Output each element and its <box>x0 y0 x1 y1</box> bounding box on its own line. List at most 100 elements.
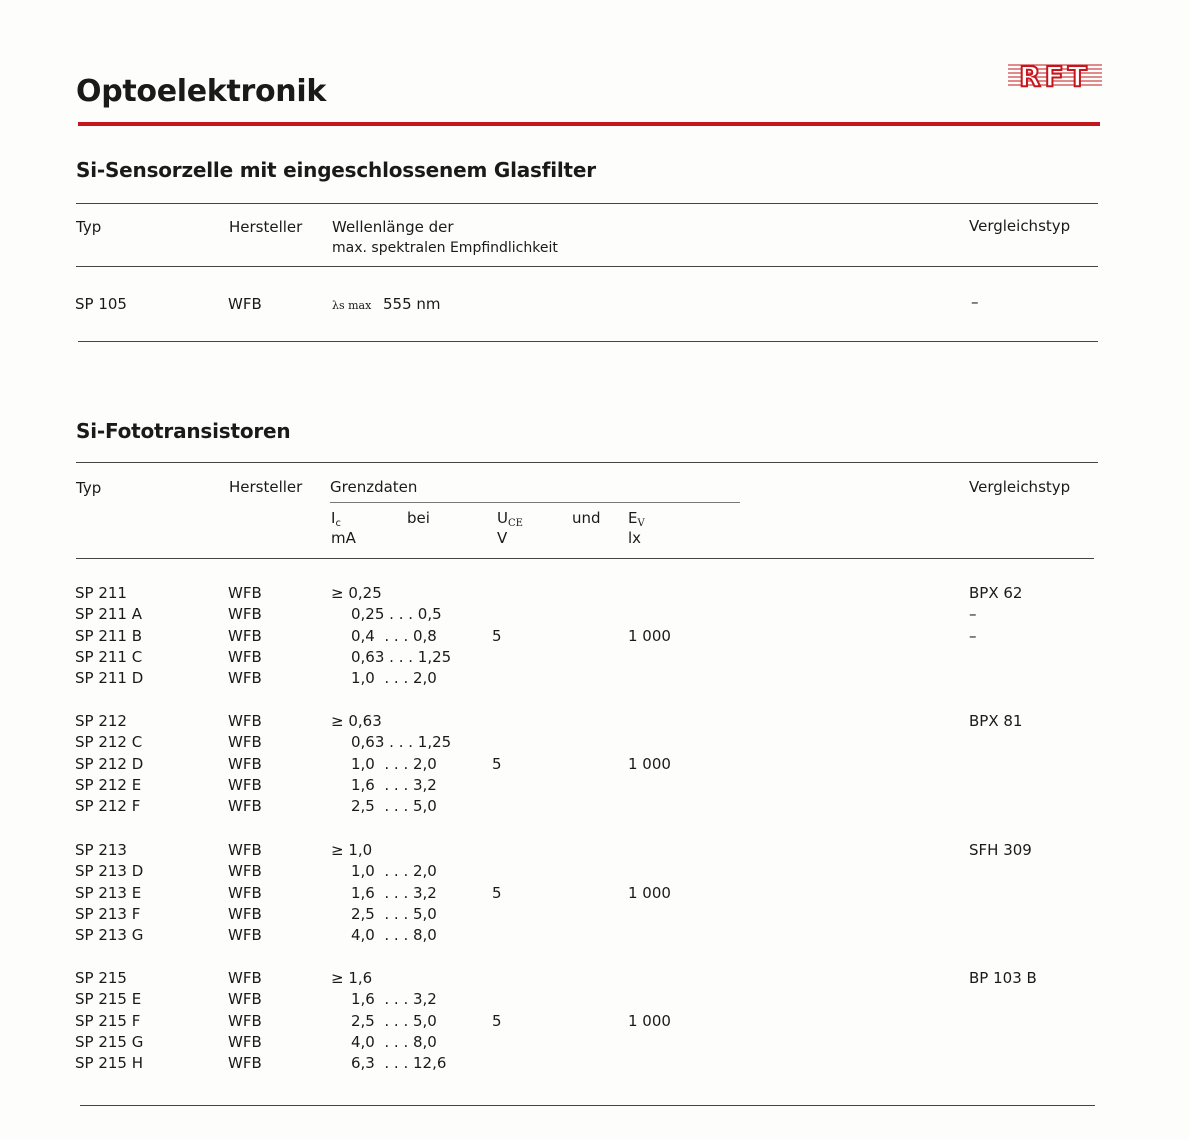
cell-ic: 1,0 . . . 2,0 <box>351 669 437 687</box>
cell-ic: 1,0 . . . 2,0 <box>351 862 437 880</box>
divider <box>76 558 1094 559</box>
cell-hersteller: WFB <box>228 884 262 902</box>
header-typ: Typ <box>76 218 102 236</box>
title-divider <box>78 122 1100 126</box>
rft-logo: RFT <box>1008 60 1102 90</box>
cell-ic: 0,4 . . . 0,8 <box>351 627 437 645</box>
header-ic-unit: mA <box>331 529 356 547</box>
page-title: Optoelektronik <box>76 74 326 109</box>
cell-hersteller: WFB <box>228 776 262 794</box>
header-ic: Ic <box>331 509 341 529</box>
cell-typ: SP 105 <box>75 295 127 313</box>
header-und: und <box>572 509 601 527</box>
section-title-fototransistoren: Si-Fototransistoren <box>76 419 291 443</box>
cell-typ: SP 211 D <box>75 669 144 687</box>
divider <box>80 1105 1095 1106</box>
cell-typ: SP 215 G <box>75 1033 144 1051</box>
cell-hersteller: WFB <box>228 584 262 602</box>
cell-hersteller: WFB <box>228 1054 262 1072</box>
cell-ic: ≥ 0,63 <box>331 712 382 730</box>
header-grenzdaten: Grenzdaten <box>330 478 418 496</box>
divider <box>76 266 1098 267</box>
cell-typ: SP 211 B <box>75 627 143 645</box>
section-title-sensor: Si-Sensorzelle mit eingeschlossenem Glas… <box>76 158 596 182</box>
cell-typ: SP 215 F <box>75 1012 141 1030</box>
cell-typ: SP 213 <box>75 841 127 859</box>
cell-hersteller: WFB <box>228 605 262 623</box>
cell-typ: SP 212 C <box>75 733 143 751</box>
cell-ev: 1 000 <box>628 1012 671 1030</box>
header-wellenlaenge: Wellenlänge der <box>332 218 454 236</box>
cell-typ: SP 215 H <box>75 1054 144 1072</box>
divider <box>76 462 1098 463</box>
cell-typ: SP 211 <box>75 584 127 602</box>
cell-ic: ≥ 0,25 <box>331 584 382 602</box>
cell-typ: SP 215 <box>75 969 127 987</box>
header-ev-unit: lx <box>628 529 642 547</box>
cell-typ: SP 212 F <box>75 797 141 815</box>
cell-ic: 6,3 . . . 12,6 <box>351 1054 447 1072</box>
cell-ic: 4,0 . . . 8,0 <box>351 926 437 944</box>
cell-vergleichstyp: BPX 62 <box>969 584 1023 602</box>
header-wellenlaenge-2: max. spektralen Empfindlichkeit <box>332 240 558 256</box>
cell-hersteller: WFB <box>228 841 262 859</box>
cell-typ: SP 213 F <box>75 905 141 923</box>
cell-wellenlaenge: 555 nm <box>383 295 441 313</box>
cell-ic: 0,63 . . . 1,25 <box>351 733 452 751</box>
cell-hersteller: WFB <box>228 905 262 923</box>
cell-typ: SP 213 E <box>75 884 142 902</box>
cell-hersteller: WFB <box>228 669 262 687</box>
cell-ic: 0,63 . . . 1,25 <box>351 648 452 666</box>
cell-ic: ≥ 1,6 <box>331 969 373 987</box>
cell-hersteller: WFB <box>228 926 262 944</box>
cell-hersteller: WFB <box>228 295 262 313</box>
header-ev: EV <box>628 509 645 529</box>
cell-hersteller: WFB <box>228 648 262 666</box>
cell-typ: SP 212 E <box>75 776 142 794</box>
divider <box>78 341 1098 342</box>
cell-typ: SP 212 <box>75 712 127 730</box>
cell-typ: SP 213 D <box>75 862 144 880</box>
svg-text:RFT: RFT <box>1019 60 1091 90</box>
cell-uce: 5 <box>492 755 502 773</box>
cell-ic: 1,0 . . . 2,0 <box>351 755 437 773</box>
cell-hersteller: WFB <box>228 755 262 773</box>
cell-hersteller: WFB <box>228 733 262 751</box>
cell-hersteller: WFB <box>228 862 262 880</box>
header-uce-unit: V <box>497 529 508 547</box>
cell-ic: ≥ 1,0 <box>331 841 373 859</box>
cell-ic: 2,5 . . . 5,0 <box>351 797 437 815</box>
cell-ev: 1 000 <box>628 627 671 645</box>
cell-lambda: λs max <box>332 299 372 312</box>
cell-uce: 5 <box>492 1012 502 1030</box>
cell-vergleichstyp: – <box>969 605 977 623</box>
header-hersteller: Hersteller <box>229 478 303 496</box>
cell-typ: SP 211 C <box>75 648 143 666</box>
header-hersteller: Hersteller <box>229 218 303 236</box>
divider <box>76 203 1098 204</box>
cell-typ: SP 212 D <box>75 755 144 773</box>
cell-typ: SP 215 E <box>75 990 142 1008</box>
cell-hersteller: WFB <box>228 627 262 645</box>
header-uce: UCE <box>497 509 523 529</box>
cell-uce: 5 <box>492 627 502 645</box>
grenzdaten-divider <box>330 502 740 503</box>
cell-vergleichstyp: BP 103 B <box>969 969 1037 987</box>
cell-vergleichstyp: – <box>971 293 979 311</box>
cell-typ: SP 213 G <box>75 926 144 944</box>
cell-hersteller: WFB <box>228 990 262 1008</box>
cell-hersteller: WFB <box>228 969 262 987</box>
cell-vergleichstyp: – <box>969 627 977 645</box>
cell-ic: 4,0 . . . 8,0 <box>351 1033 437 1051</box>
header-typ: Typ <box>76 479 102 497</box>
cell-vergleichstyp: SFH 309 <box>969 841 1032 859</box>
cell-ic: 1,6 . . . 3,2 <box>351 776 437 794</box>
header-vergleichstyp: Vergleichstyp <box>969 478 1071 496</box>
cell-uce: 5 <box>492 884 502 902</box>
cell-hersteller: WFB <box>228 1033 262 1051</box>
cell-vergleichstyp: BPX 81 <box>969 712 1023 730</box>
cell-ic: 0,25 . . . 0,5 <box>351 605 442 623</box>
cell-typ: SP 211 A <box>75 605 142 623</box>
cell-ic: 2,5 . . . 5,0 <box>351 1012 437 1030</box>
